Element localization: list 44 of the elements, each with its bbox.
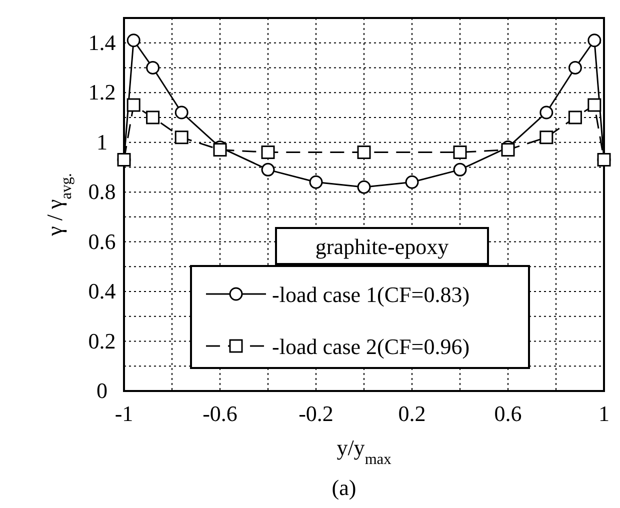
x-tick-label: -1 xyxy=(114,401,134,426)
point xyxy=(568,110,582,124)
point xyxy=(146,110,160,124)
y-tick-label: 0 xyxy=(96,378,108,403)
point xyxy=(588,34,602,48)
legend-label: -load case 2(CF=0.96) xyxy=(272,334,470,359)
y-tick-label: 0.8 xyxy=(88,179,116,204)
point xyxy=(588,98,602,112)
text-box: graphite-epoxy xyxy=(275,227,489,265)
point xyxy=(540,106,554,120)
point xyxy=(405,175,419,189)
point xyxy=(453,162,467,176)
y-tick-label: 0.6 xyxy=(88,228,116,254)
point xyxy=(126,98,140,112)
x-tick-label: -0.6 xyxy=(202,401,238,426)
x-tick-label: 0.6 xyxy=(494,401,522,426)
point xyxy=(261,162,275,176)
y-tick-label: 1.2 xyxy=(88,80,116,105)
y-tick-label: 1.4 xyxy=(88,30,116,55)
point xyxy=(501,143,515,157)
point xyxy=(117,152,131,166)
point xyxy=(568,60,582,74)
point xyxy=(174,130,188,144)
x-tick-label: -0.2 xyxy=(298,401,334,426)
x-tick-label: 0.2 xyxy=(398,401,426,426)
point xyxy=(357,180,371,194)
point xyxy=(453,146,467,160)
annotation: graphite-epoxy xyxy=(315,234,449,259)
legend-label: -load case 1(CF=0.83) xyxy=(272,282,470,307)
y-tick-label: 0.4 xyxy=(88,278,116,304)
y-tick-label: 0.2 xyxy=(88,328,116,354)
point xyxy=(261,146,275,160)
text: (a) xyxy=(332,475,356,500)
point xyxy=(174,106,188,120)
point xyxy=(213,143,227,157)
x-axis-title: y/y$_{max}$ xyxy=(336,435,392,468)
point xyxy=(540,130,554,144)
point xyxy=(309,175,323,189)
point xyxy=(597,152,611,166)
y-tick-label: 1 xyxy=(96,129,108,154)
x-tick-label: 1 xyxy=(598,401,610,426)
point xyxy=(357,146,371,160)
point xyxy=(146,60,160,74)
point xyxy=(126,34,140,48)
